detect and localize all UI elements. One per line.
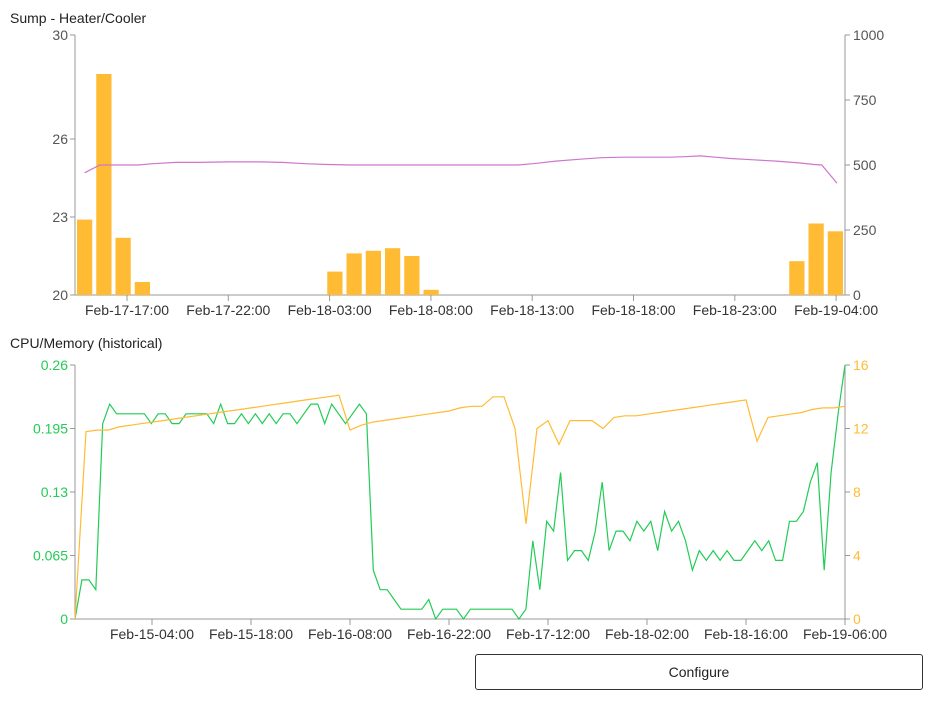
x-axis-tick-label: Feb-17-17:00 [85, 302, 169, 318]
x-axis-tick-label: Feb-17-22:00 [186, 302, 270, 318]
right-axis-tick-label: 250 [853, 222, 877, 238]
heater-bar [346, 253, 362, 295]
chart-title-heater: Sump - Heater/Cooler [10, 10, 147, 26]
x-axis-tick-label: Feb-16-22:00 [407, 626, 491, 642]
x-axis-tick-label: Feb-17-12:00 [506, 626, 590, 642]
right-axis-tick-label: 16 [853, 357, 869, 373]
x-axis-tick-label: Feb-16-08:00 [308, 626, 392, 642]
x-axis-tick-label: Feb-19-06:00 [803, 626, 887, 642]
left-axis-tick-label: 23 [52, 209, 68, 225]
temperature-line [84, 155, 838, 184]
configure-button[interactable]: Configure [475, 654, 923, 690]
right-axis-tick-label: 1000 [853, 27, 884, 43]
x-axis-tick-label: Feb-18-16:00 [704, 626, 788, 642]
x-axis-tick-label: Feb-18-02:00 [605, 626, 689, 642]
left-axis-tick-label: 0.13 [41, 484, 68, 500]
x-axis-tick-label: Feb-15-04:00 [110, 626, 194, 642]
right-axis-tick-label: 12 [853, 421, 869, 437]
x-axis-tick-label: Feb-19-04:00 [794, 302, 878, 318]
heater-bar [77, 219, 93, 295]
x-axis-tick-label: Feb-18-08:00 [389, 302, 473, 318]
heater-bar [365, 250, 381, 295]
left-axis-tick-label: 0.065 [33, 548, 68, 564]
right-axis-tick-label: 500 [853, 157, 877, 173]
cpu-memory-chart: 0 0.065 0.13 0.195 0.26 0 4 8 12 16 Feb-15-04:00 Fe… [33, 357, 887, 642]
x-axis-tick-label: Feb-15-18:00 [209, 626, 293, 642]
x-axis-tick-label: Feb-18-13:00 [490, 302, 574, 318]
heater-bar [789, 261, 805, 295]
right-axis-tick-label: 750 [853, 92, 877, 108]
right-axis-tick-label: 0 [853, 611, 861, 627]
heater-bar [327, 271, 343, 295]
heater-bar [423, 289, 439, 295]
right-axis-tick-label: 8 [853, 484, 861, 500]
left-axis-tick-label: 0.195 [33, 421, 68, 437]
right-axis-tick-label: 0 [853, 287, 861, 303]
left-axis-tick-label: 0 [60, 611, 68, 627]
heater-bar [404, 256, 420, 295]
left-axis-tick-label: 20 [52, 287, 68, 303]
left-axis-tick-label: 0.26 [41, 357, 68, 373]
heater-bar [385, 248, 401, 295]
heater-bar [96, 74, 112, 295]
right-axis-tick-label: 4 [853, 548, 861, 564]
chart-title-cpu-memory: CPU/Memory (historical) [10, 335, 163, 351]
memory-series-line [74, 394, 846, 620]
left-axis-tick-label: 26 [52, 131, 68, 147]
x-axis-tick-label: Feb-18-23:00 [693, 302, 777, 318]
heater-bar [827, 231, 843, 295]
cpu-series-line [74, 364, 846, 621]
left-axis-tick-label: 30 [52, 27, 68, 43]
heater-bar [115, 237, 131, 295]
heater-bar [808, 223, 824, 295]
heater-cooler-chart: 20 23 26 30 0 250 500 750 1000 Feb-17-17:00 Feb-17… [52, 27, 884, 318]
x-axis-tick-label: Feb-18-03:00 [288, 302, 372, 318]
x-axis-tick-label: Feb-18-18:00 [591, 302, 675, 318]
heater-bar [134, 282, 150, 295]
